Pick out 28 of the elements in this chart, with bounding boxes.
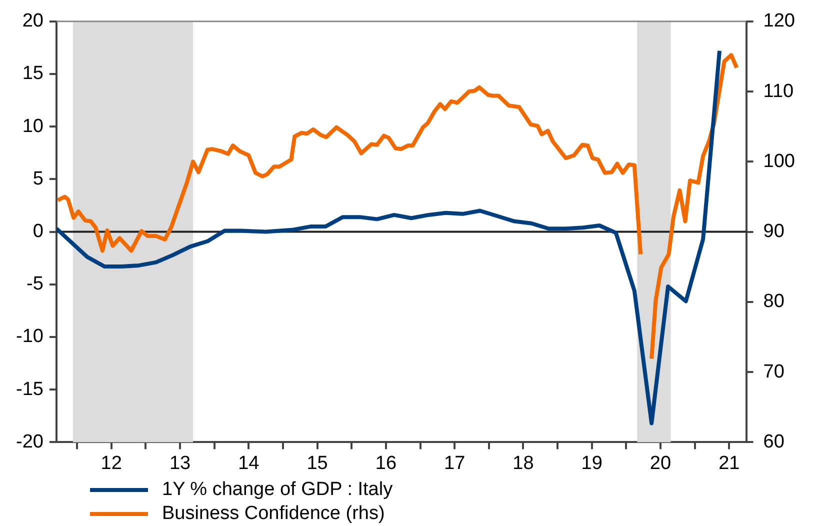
- x-tick-label: 13: [169, 452, 191, 474]
- x-tick-label: 20: [650, 452, 672, 474]
- y2-tick-label: 120: [763, 10, 795, 32]
- y-tick-label: 5: [32, 168, 44, 190]
- y-tick-label: 15: [22, 63, 44, 84]
- y2-tick-label: 70: [763, 361, 784, 382]
- x-tick-label: 21: [718, 452, 740, 474]
- y-tick-label: 20: [22, 10, 44, 32]
- x-tick-label: 19: [581, 452, 602, 474]
- y-tick-label: -10: [16, 326, 44, 348]
- y-tick-label: -20: [16, 431, 44, 452]
- x-tick-label: 16: [375, 452, 397, 474]
- x-tick-label: 15: [306, 452, 328, 474]
- x-tick-label: 17: [444, 452, 466, 474]
- x-tick-label: 12: [100, 452, 122, 474]
- y-tick-label: 10: [22, 116, 44, 137]
- y-tick-label: 0: [32, 221, 44, 242]
- x-tick-label: 14: [238, 452, 260, 474]
- x-tick-label: 18: [512, 452, 534, 474]
- y2-tick-label: 90: [763, 221, 784, 242]
- legend-label: 1Y % change of GDP : Italy: [162, 478, 393, 502]
- y-tick-label: -15: [16, 378, 44, 400]
- y-tick-label: -5: [26, 274, 44, 295]
- y2-tick-label: 100: [763, 150, 795, 172]
- y2-tick-label: 60: [763, 431, 784, 452]
- legend-label: Business Confidence (rhs): [162, 502, 385, 526]
- y2-tick-label: 110: [763, 80, 794, 102]
- y2-tick-label: 80: [763, 291, 784, 312]
